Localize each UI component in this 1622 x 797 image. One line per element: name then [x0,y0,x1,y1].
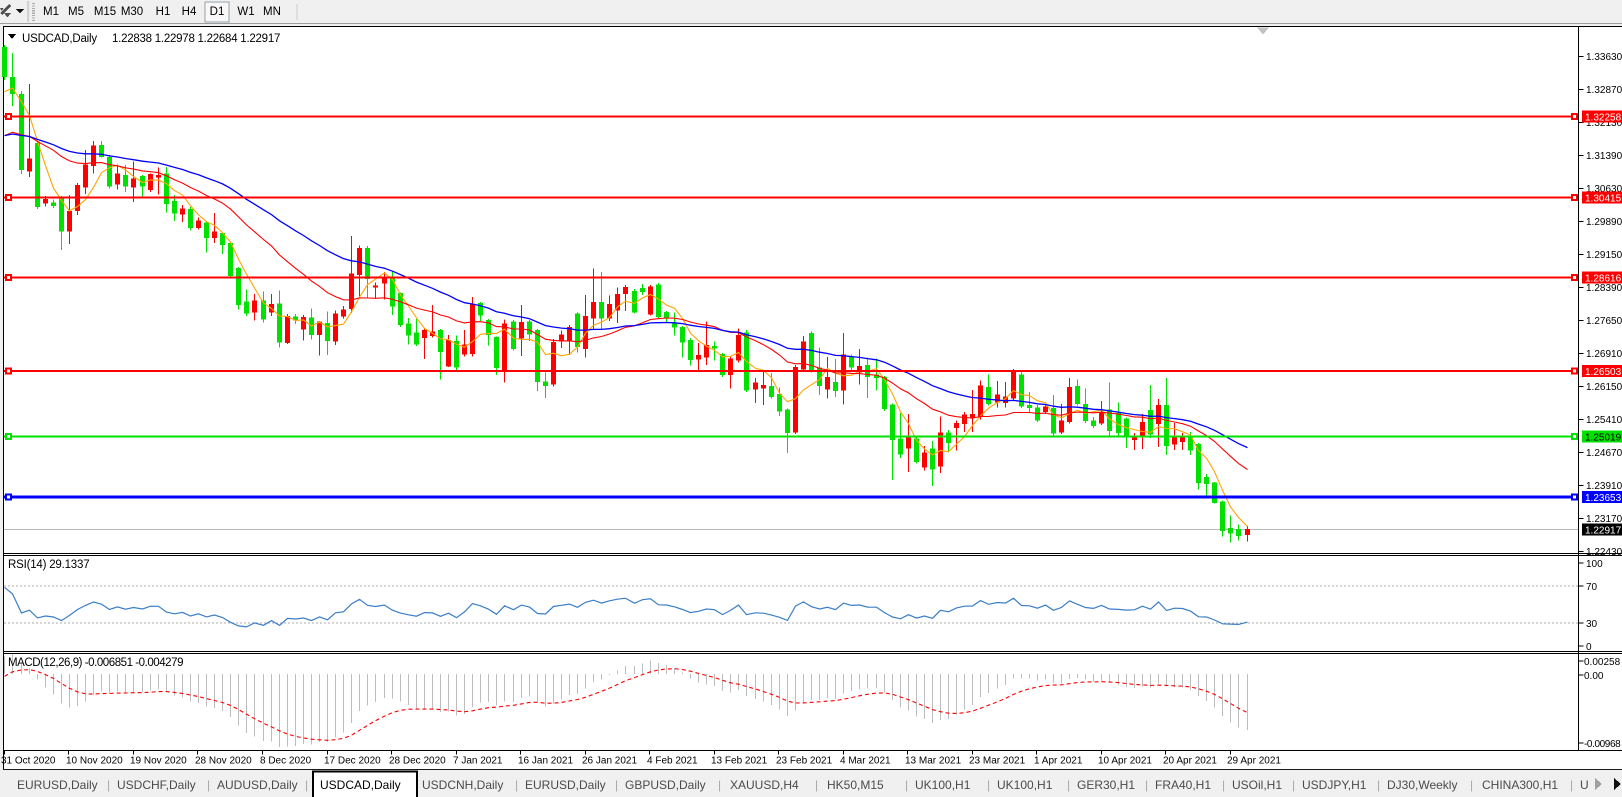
svg-text:|: | [107,778,110,792]
svg-text:1.29150: 1.29150 [1586,250,1622,261]
svg-text:19 Nov 2020: 19 Nov 2020 [130,756,187,767]
svg-text:AUDUSD,Daily: AUDUSD,Daily [217,778,298,792]
svg-text:XAUUSD,H4: XAUUSD,H4 [730,778,799,792]
svg-text:1.22917: 1.22917 [1585,526,1622,537]
svg-text:1.32258: 1.32258 [1585,113,1622,124]
svg-text:HK50,M15: HK50,M15 [827,778,884,792]
svg-text:1 Apr 2021: 1 Apr 2021 [1034,756,1083,767]
svg-text:1.29890: 1.29890 [1586,217,1622,228]
svg-text:|: | [1570,778,1573,792]
svg-text:USDCHF,Daily: USDCHF,Daily [117,778,196,792]
svg-text:|: | [718,778,721,792]
svg-text:FRA40,H1: FRA40,H1 [1155,778,1211,792]
svg-text:1.31390: 1.31390 [1586,151,1622,162]
svg-text:28 Nov 2020: 28 Nov 2020 [195,756,252,767]
svg-text:10 Nov 2020: 10 Nov 2020 [66,756,123,767]
svg-text:1.27650: 1.27650 [1586,316,1622,327]
svg-text:M15: M15 [94,6,116,18]
svg-text:4 Feb 2021: 4 Feb 2021 [647,756,698,767]
svg-text:17 Dec 2020: 17 Dec 2020 [324,756,381,767]
svg-text:|: | [1222,778,1225,792]
svg-text:1.23910: 1.23910 [1586,481,1622,492]
svg-text:USOil,H1: USOil,H1 [1232,778,1282,792]
svg-text:0: 0 [1586,642,1592,653]
svg-text:MACD(12,26,9) -0.006851 -0.004: MACD(12,26,9) -0.006851 -0.004279 [8,657,183,669]
svg-text:20 Apr 2021: 20 Apr 2021 [1163,756,1217,767]
svg-text:EURUSD,Daily: EURUSD,Daily [17,778,98,792]
svg-text:1.23170: 1.23170 [1586,514,1622,525]
svg-text:-0.00968: -0.00968 [1584,739,1621,750]
svg-text:26 Jan 2021: 26 Jan 2021 [582,756,637,767]
svg-text:8 Dec 2020: 8 Dec 2020 [260,756,312,767]
svg-text:D1: D1 [210,6,225,18]
svg-text:|: | [815,778,818,792]
svg-text:U: U [1580,778,1589,792]
svg-text:23 Feb 2021: 23 Feb 2021 [776,756,833,767]
svg-text:1.28390: 1.28390 [1586,283,1622,294]
svg-text:1.32870: 1.32870 [1586,85,1622,96]
svg-text:USDJPY,H1: USDJPY,H1 [1302,778,1367,792]
svg-text:4 Mar 2021: 4 Mar 2021 [840,756,891,767]
svg-text:|: | [1067,778,1070,792]
svg-text:|: | [905,778,908,792]
svg-text:|: | [987,778,990,792]
svg-text:29 Apr 2021: 29 Apr 2021 [1227,756,1281,767]
svg-text:13 Mar 2021: 13 Mar 2021 [905,756,962,767]
svg-text:|: | [515,778,518,792]
svg-text:CHINA300,H1: CHINA300,H1 [1482,778,1558,792]
svg-text:|: | [1470,778,1473,792]
svg-text:M1: M1 [43,6,59,18]
svg-text:1.22838 1.22978 1.22684 1.2291: 1.22838 1.22978 1.22684 1.22917 [112,33,280,45]
svg-text:EURUSD,Daily: EURUSD,Daily [525,778,606,792]
svg-text:1.22430: 1.22430 [1586,547,1622,558]
svg-text:UK100,H1: UK100,H1 [997,778,1053,792]
svg-text:31 Oct 2020: 31 Oct 2020 [1,756,56,767]
svg-text:1.33630: 1.33630 [1586,52,1622,63]
svg-text:MN: MN [263,6,281,18]
svg-text:M5: M5 [68,6,84,18]
svg-text:GBPUSD,Daily: GBPUSD,Daily [625,778,706,792]
svg-text:1.24670: 1.24670 [1586,448,1622,459]
svg-text:70: 70 [1586,582,1598,593]
svg-text:1.25410: 1.25410 [1586,415,1622,426]
svg-text:1.26910: 1.26910 [1586,349,1622,360]
svg-text:DJ30,Weekly: DJ30,Weekly [1387,778,1457,792]
svg-text:|: | [207,778,210,792]
svg-text:1.32130: 1.32130 [1586,118,1622,129]
svg-text:1.30415: 1.30415 [1585,194,1622,205]
svg-text:30: 30 [1586,619,1598,630]
svg-text:H4: H4 [182,6,197,18]
svg-text:1.30630: 1.30630 [1586,184,1622,195]
svg-text:RSI(14) 29.1337: RSI(14) 29.1337 [8,559,89,571]
svg-text:W1: W1 [237,6,254,18]
svg-text:16 Jan 2021: 16 Jan 2021 [518,756,573,767]
svg-text:13 Feb 2021: 13 Feb 2021 [711,756,768,767]
svg-text:USDCAD,Daily: USDCAD,Daily [22,33,97,45]
svg-text:1.26150: 1.26150 [1586,382,1622,393]
svg-text:1.25019: 1.25019 [1585,433,1622,444]
svg-text:USDCAD,Daily: USDCAD,Daily [320,778,401,792]
svg-text:10 Apr 2021: 10 Apr 2021 [1098,756,1152,767]
svg-text:GER30,H1: GER30,H1 [1077,778,1135,792]
svg-text:|: | [1377,778,1380,792]
svg-text:UK100,H1: UK100,H1 [915,778,971,792]
svg-text:0.00258: 0.00258 [1584,657,1621,668]
svg-text:0.00: 0.00 [1584,671,1604,682]
svg-text:|: | [615,778,618,792]
svg-text:H1: H1 [156,6,171,18]
svg-text:28 Dec 2020: 28 Dec 2020 [389,756,446,767]
svg-text:|: | [1145,778,1148,792]
svg-text:100: 100 [1586,559,1603,570]
svg-text:|: | [305,778,308,792]
svg-text:1.28616: 1.28616 [1585,274,1622,285]
svg-text:7 Jan 2021: 7 Jan 2021 [453,756,503,767]
svg-text:|: | [1292,778,1295,792]
svg-text:23 Mar 2021: 23 Mar 2021 [969,756,1026,767]
svg-text:USDCNH,Daily: USDCNH,Daily [422,778,503,792]
svg-text:M30: M30 [121,6,143,18]
svg-text:1.23653: 1.23653 [1585,493,1622,504]
svg-text:1.26503: 1.26503 [1585,367,1622,378]
